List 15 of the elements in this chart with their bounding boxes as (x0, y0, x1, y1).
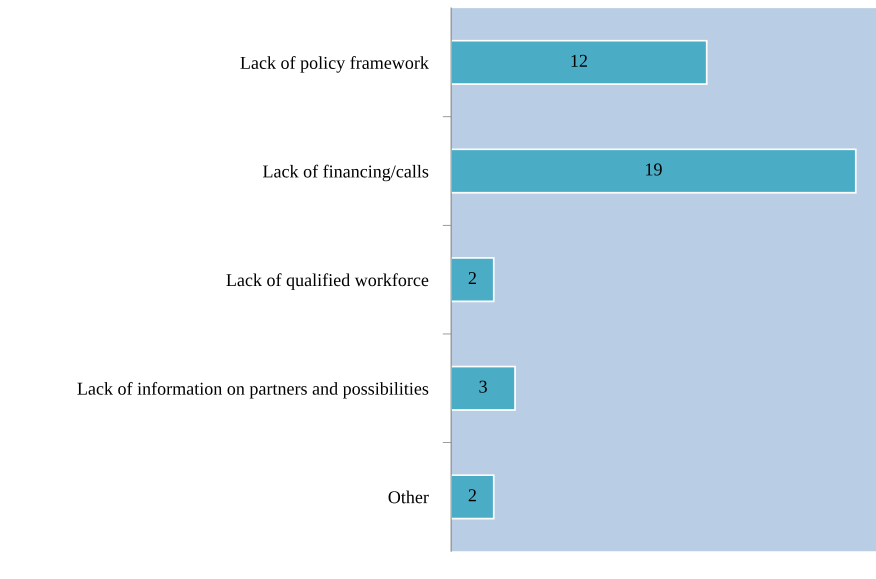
bar (451, 366, 516, 411)
y-tick-label: Other (388, 490, 429, 504)
bar (451, 257, 495, 302)
data-label: 2 (468, 489, 476, 502)
data-label: 19 (646, 163, 662, 176)
data-label: 3 (479, 380, 487, 393)
data-label: 2 (468, 272, 476, 284)
y-tick-label: Lack of financing/calls (262, 164, 428, 182)
data-label: 12 (571, 54, 587, 67)
bar (451, 148, 857, 194)
bar (451, 40, 708, 85)
y-tick-label: Lack of policy framework (240, 56, 429, 73)
y-tick-label: Lack of information on partners and possibilities (77, 382, 428, 398)
y-tick-label: Lack of qualified workforce (226, 273, 428, 290)
bar (451, 474, 495, 520)
